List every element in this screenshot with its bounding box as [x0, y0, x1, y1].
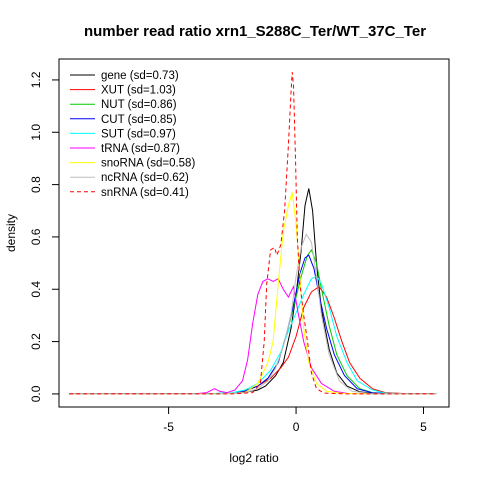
x-tick-label: 5: [420, 420, 427, 434]
series-layer: [69, 72, 437, 395]
series-line-8: [69, 72, 437, 395]
x-axis-label: log2 ratio: [229, 451, 279, 465]
legend-label: snRNA (sd=0.41): [101, 187, 189, 199]
y-tick-label: 1.2: [29, 71, 43, 88]
y-tick-label: 0.4: [29, 281, 43, 298]
y-axis-label: density: [4, 214, 18, 252]
y-tick-label: 0.2: [29, 333, 43, 350]
chart-title: number read ratio xrn1_S288C_Ter/WT_37C_…: [84, 23, 426, 40]
axes: -5 0 5 0.0 0.2 0.4 0.6 0.8 1.0 1.2: [29, 71, 427, 434]
x-tick-label: -5: [163, 420, 174, 434]
y-tick-label: 0.6: [29, 228, 43, 245]
series-line-7: [69, 233, 437, 395]
legend-label: gene (sd=0.73): [101, 70, 179, 82]
y-tick-label: 0.8: [29, 176, 43, 193]
y-tick-label: 0.0: [29, 385, 43, 402]
series-line-1: [69, 285, 437, 395]
x-tick-label: 0: [293, 420, 300, 434]
legend: gene (sd=0.73) XUT (sd=1.03) NUT (sd=0.86)…: [70, 70, 195, 199]
y-tick-label: 1.0: [29, 124, 43, 141]
legend-label: CUT (sd=0.85): [101, 114, 177, 126]
legend-label: ncRNA (sd=0.62): [101, 172, 189, 184]
plot-frame: [58, 58, 450, 408]
series-line-4: [69, 275, 437, 395]
series-line-5: [69, 278, 437, 395]
legend-label: tRNA (sd=0.87): [101, 143, 180, 155]
series-line-6: [69, 192, 437, 395]
legend-label: SUT (sd=0.97): [101, 128, 176, 140]
legend-label: snoRNA (sd=0.58): [101, 158, 195, 170]
legend-label: NUT (sd=0.86): [101, 99, 177, 111]
legend-label: XUT (sd=1.03): [101, 85, 176, 97]
series-line-0: [69, 188, 437, 395]
